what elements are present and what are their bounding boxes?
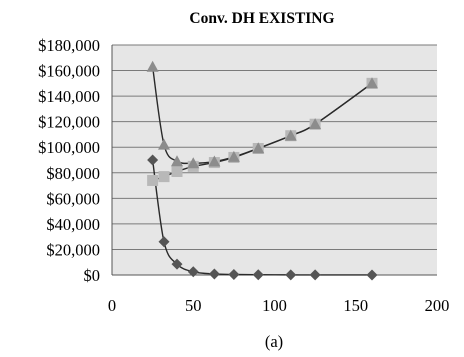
series-1-point [158,236,170,248]
y-tick-label: $0 [84,266,101,285]
series-3-point [366,77,378,89]
series-3-point [284,129,297,141]
series-3-point [208,155,221,167]
series-3-point [158,138,170,150]
series-3-point [146,60,159,72]
y-tick-label: $80,000 [46,164,100,183]
y-tick-label: $120,000 [38,113,100,132]
series-1-line [151,159,373,276]
series-1-point [252,269,264,281]
tick-labels: $0 $20,000 $40,000 $60,000 $80,000 $100,000 $1… [38,36,449,315]
series-2-point [171,166,183,177]
y-tick-label: $180,000 [38,36,100,55]
x-tick-label: 150 [343,296,368,315]
series-1-point [187,266,199,278]
chart-title: Conv. DH EXISTING [189,10,334,27]
y-tick-label: $40,000 [46,215,100,234]
series-1-point [147,154,159,166]
series-1-point [171,258,183,270]
x-tick-label: 100 [262,296,287,315]
x-tick-label: 50 [185,296,202,315]
series-3-point [187,157,200,169]
y-tick-label: $140,000 [38,87,100,106]
series-1-point [285,269,297,281]
series-2-point [147,174,159,186]
x-tick-label: 200 [425,296,450,315]
chart-caption: (a) [265,332,283,351]
y-tick-label: $20,000 [46,240,100,259]
series-1-point [366,269,378,281]
x-tick-label: 0 [108,296,116,315]
series-3-point [171,155,183,167]
series-1-point [208,268,220,280]
series-1-point [309,269,321,281]
series-3-line [151,66,373,165]
plot-background [112,45,437,275]
y-tick-label: $60,000 [46,189,100,208]
series-3-point [252,142,265,154]
series-1-point [228,268,240,280]
series-layer [146,60,378,281]
series-3-point [309,118,322,130]
series-3-point [227,150,240,162]
series-2-point [158,171,170,183]
y-tick-label: $100,000 [38,138,100,157]
y-tick-label: $160,000 [38,62,100,81]
plot-area [112,45,437,275]
